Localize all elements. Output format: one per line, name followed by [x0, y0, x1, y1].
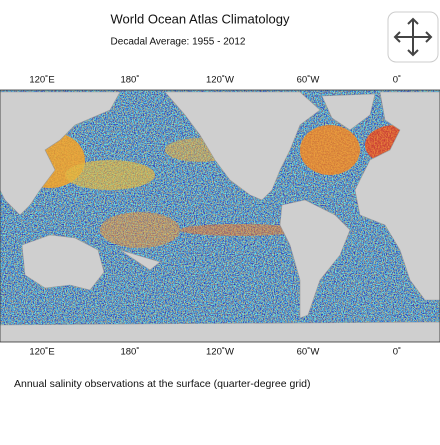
- longitude-label: 120˚W: [206, 75, 234, 86]
- nav-arrows: [393, 17, 433, 57]
- land: [0, 91, 440, 342]
- longitude-label: 0˚: [393, 347, 401, 358]
- top-labels: 120˚E 180˚ 120˚W 60˚W 0˚: [29, 75, 401, 86]
- title: World Ocean Atlas Climatology: [111, 11, 290, 26]
- bottom-labels: 120˚E 180˚ 120˚W 60˚W 0˚: [29, 347, 401, 358]
- longitude-label: 180˚: [120, 75, 139, 86]
- longitude-label: 120˚E: [29, 347, 54, 358]
- longitude-label: 60˚W: [297, 347, 320, 358]
- nav-control[interactable]: [387, 11, 439, 63]
- longitude-label: 120˚E: [29, 75, 54, 86]
- caption: Annual salinity observations at the surf…: [14, 378, 311, 390]
- longitude-label: 120˚W: [206, 347, 234, 358]
- subtitle: Decadal Average: 1955 - 2012: [111, 37, 246, 48]
- map: [0, 90, 440, 342]
- longitude-label: 60˚W: [297, 75, 320, 86]
- longitude-label: 0˚: [393, 75, 401, 86]
- longitude-label: 180˚: [120, 347, 139, 358]
- map-frame: [0, 89, 440, 343]
